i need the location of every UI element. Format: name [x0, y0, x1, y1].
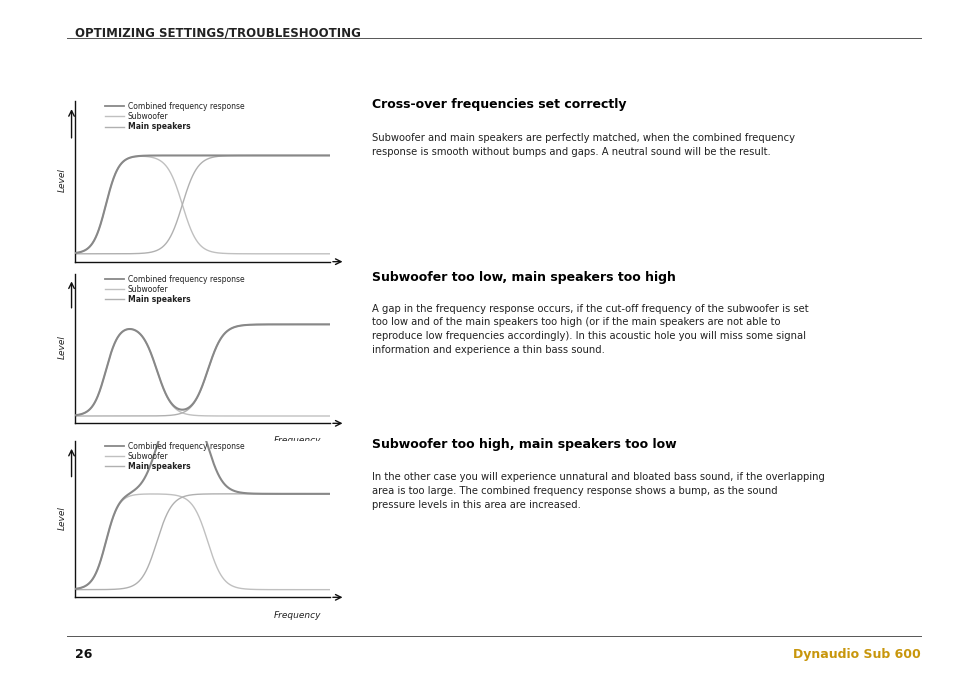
Text: Level: Level — [58, 506, 67, 530]
Text: Frequency: Frequency — [274, 436, 321, 445]
Text: Subwoofer too high, main speakers too low: Subwoofer too high, main speakers too lo… — [372, 438, 676, 451]
Text: OPTIMIZING SETTINGS/TROUBLESHOOTING: OPTIMIZING SETTINGS/TROUBLESHOOTING — [75, 26, 361, 39]
Text: Subwoofer too low, main speakers too high: Subwoofer too low, main speakers too hig… — [372, 271, 676, 284]
Legend: Combined frequency response, Subwoofer, Main speakers: Combined frequency response, Subwoofer, … — [105, 102, 244, 132]
Text: A gap in the frequency response occurs, if the cut-off frequency of the subwoofe: A gap in the frequency response occurs, … — [372, 304, 808, 355]
Text: In the other case you will experience unnatural and bloated bass sound, if the o: In the other case you will experience un… — [372, 473, 824, 510]
Text: Subwoofer and main speakers are perfectly matched, when the combined frequency
r: Subwoofer and main speakers are perfectl… — [372, 134, 794, 157]
Legend: Combined frequency response, Subwoofer, Main speakers: Combined frequency response, Subwoofer, … — [105, 442, 244, 471]
Text: Level: Level — [58, 168, 67, 192]
Text: Frequency: Frequency — [274, 275, 321, 284]
Text: Frequency: Frequency — [274, 611, 321, 620]
Text: Level: Level — [58, 336, 67, 359]
Text: 26: 26 — [75, 648, 92, 661]
Text: Cross-over frequencies set correctly: Cross-over frequencies set correctly — [372, 98, 626, 111]
Legend: Combined frequency response, Subwoofer, Main speakers: Combined frequency response, Subwoofer, … — [105, 275, 244, 304]
Text: Dynaudio Sub 600: Dynaudio Sub 600 — [792, 648, 920, 661]
